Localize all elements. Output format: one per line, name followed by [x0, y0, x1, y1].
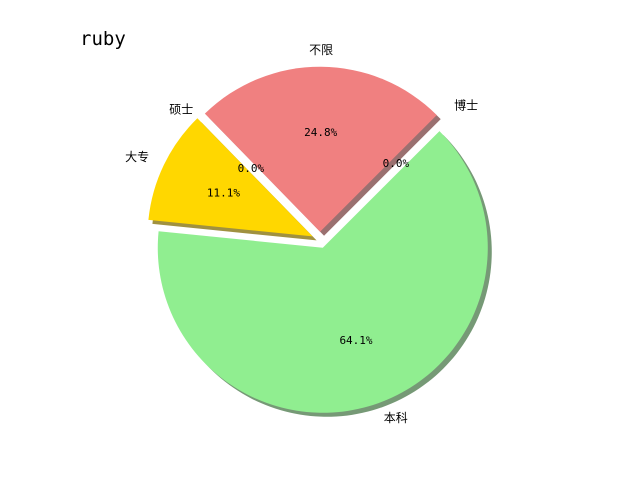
slice-percent-label: 24.8%: [304, 126, 337, 139]
pie-slice: [148, 118, 313, 237]
slice-label: 本科: [384, 411, 408, 425]
slice-percent-label: 64.1%: [339, 334, 372, 347]
slice-label: 博士: [454, 97, 478, 112]
slice-label: 大专: [125, 149, 149, 164]
slice-label: 硕士: [169, 103, 193, 117]
pie-slice: [157, 131, 488, 413]
chart-title: ruby: [80, 28, 126, 50]
pie-slice: [204, 66, 437, 232]
slice-percent-label: 0.0%: [383, 157, 410, 170]
slice-label: 不限: [309, 43, 333, 57]
slice-percent-label: 0.0%: [238, 162, 265, 175]
slice-percent-label: 11.1%: [207, 186, 240, 199]
